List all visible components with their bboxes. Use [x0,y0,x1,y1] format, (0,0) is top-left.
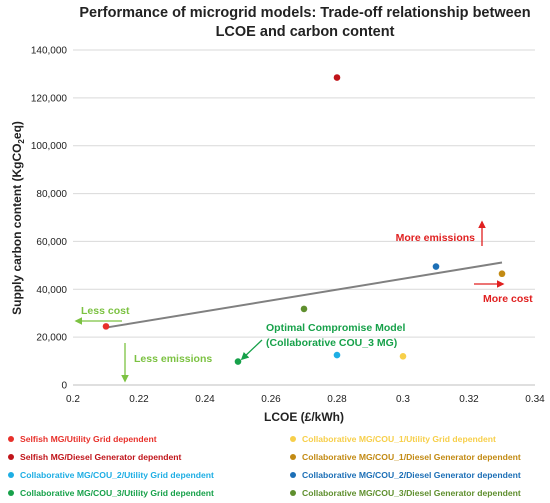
x-tick-label: 0.32 [459,394,479,405]
data-point [432,263,440,270]
legend-item: Selfish MG/Utility Grid dependent [8,434,157,444]
data-point [234,358,242,365]
legend-label: Collaborative MG/COU_2/Utility Grid depe… [20,470,214,480]
data-point [300,305,308,313]
legend-label: Collaborative MG/COU_1/Utility Grid depe… [302,434,496,444]
legend: Selfish MG/Utility Grid dependent Selfish… [0,430,550,503]
less-cost-label: Less cost [81,305,130,317]
legend-label: Collaborative MG/COU_3/Utility Grid depe… [20,488,214,498]
less-emissions-label: Less emissions [134,353,212,365]
data-point [498,270,506,278]
legend-marker [290,471,296,478]
legend-item: Collaborative MG/COU_3/Utility Grid depe… [8,488,214,498]
x-tick-label: 0.28 [327,394,347,405]
y-tick-label: 140,000 [31,46,68,57]
x-tick-label: 0.3 [396,394,410,405]
y-axis-ticks: 0 20,000 40,000 60,000 80,000 100,000 120,000 1… [31,46,68,392]
x-axis-ticks: 0.2 0.22 0.24 0.26 0.28 0.3 0.32 0.34 [66,394,545,405]
legend-label: Selfish MG/Diesel Generator dependent [20,452,182,462]
y-tick-label: 60,000 [36,237,67,248]
legend-marker [290,489,296,496]
data-point [102,323,110,330]
x-tick-label: 0.2 [66,394,80,405]
x-tick-label: 0.26 [261,394,281,405]
legend-label: Collaborative MG/COU_2/Diesel Generator … [302,470,521,480]
legend-item: Collaborative MG/COU_3/Diesel Generator … [290,488,521,498]
x-axis-label: LCOE (£/kWh) [264,410,344,424]
legend-item: Collaborative MG/COU_2/Diesel Generator … [290,470,521,480]
legend-item: Collaborative MG/COU_2/Utility Grid depe… [8,470,214,480]
scatter-chart: 0 20,000 40,000 60,000 80,000 100,000 120,000 1… [10,46,545,425]
legend-marker [8,471,14,478]
legend-label: Collaborative MG/COU_3/Diesel Generator … [302,488,521,498]
y-axis-label-subscript: 2 [17,139,26,144]
y-tick-label: 40,000 [36,285,67,296]
legend-marker [290,453,296,460]
data-points [102,74,506,365]
data-point [333,74,341,81]
legend-marker [8,453,14,460]
x-tick-label: 0.24 [195,394,215,405]
optimal-model-label-line1: Optimal Compromise Model [266,322,406,334]
y-axis-label: Supply carbon content (KgCO2eq) [10,121,26,315]
annotations: More emissions More cost Less cost Less emi… [74,220,533,383]
x-tick-label: 0.34 [525,394,545,405]
legend-marker [8,435,14,442]
y-tick-label: 80,000 [36,189,67,200]
legend-marker [290,435,296,442]
legend-item: Collaborative MG/COU_1/Diesel Generator … [290,452,521,462]
legend-label: Selfish MG/Utility Grid dependent [20,434,157,444]
y-tick-label: 20,000 [36,333,67,344]
legend-label: Collaborative MG/COU_1/Diesel Generator … [302,452,521,462]
more-emissions-label: More emissions [396,232,476,244]
legend-marker [8,489,14,496]
optimal-model-arrow [240,339,263,361]
optimal-model-label-line2: (Collaborative COU_3 MG) [266,337,397,349]
chart-title: Performance of microgrid models: Trade-o… [79,5,531,40]
y-axis-label-end: eq) [10,121,24,139]
trendline [105,261,503,329]
x-tick-label: 0.22 [129,394,149,405]
legend-item: Selfish MG/Diesel Generator dependent [8,452,181,462]
legend-item: Collaborative MG/COU_1/Utility Grid depe… [290,434,496,444]
y-tick-label: 100,000 [31,141,68,152]
y-tick-label: 0 [61,381,67,392]
y-tick-label: 120,000 [31,93,68,104]
more-cost-label: More cost [483,293,533,305]
data-point [333,351,341,359]
data-point [399,352,407,360]
y-axis-label-main: Supply carbon content (KgCO [10,144,24,315]
grid-lines [73,49,535,386]
